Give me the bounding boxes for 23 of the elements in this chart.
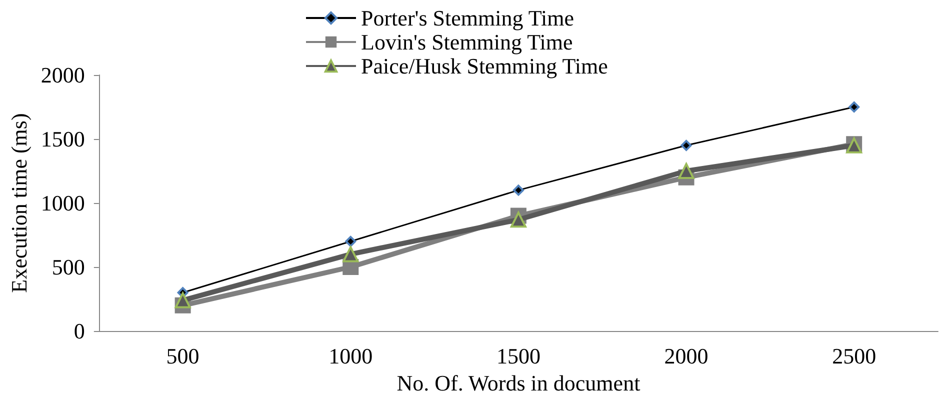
- point: [680, 140, 692, 151]
- y-tick-label: 1000: [40, 190, 85, 216]
- x-axis-title: No. Of. Words in document: [396, 370, 640, 396]
- x-tick-label: 2000: [664, 344, 708, 368]
- y-tick-label: 1500: [40, 126, 85, 152]
- x-tick-label: 1000: [328, 344, 373, 368]
- legend-label: Lovin's Stemming Time: [361, 30, 573, 54]
- y-tick-label: 500: [52, 254, 85, 280]
- point: [512, 184, 524, 196]
- y-tick-label: 2000: [40, 62, 85, 88]
- x-tick-label: 1500: [496, 344, 540, 368]
- point: [342, 246, 359, 262]
- point: [510, 212, 526, 228]
- x-tick-label: 2500: [832, 344, 876, 368]
- legend-label: Porter's Stemming Time: [361, 6, 574, 30]
- point: [174, 292, 191, 308]
- point: [848, 102, 860, 112]
- point: [345, 236, 356, 247]
- y-axis-title: Execution time (ms): [6, 113, 32, 293]
- legend-label: Paice/Husk Stemming Time: [361, 54, 608, 78]
- x-tick-label: 500: [166, 344, 200, 368]
- y-tick-label: 0: [74, 318, 85, 344]
- point: [678, 163, 694, 179]
